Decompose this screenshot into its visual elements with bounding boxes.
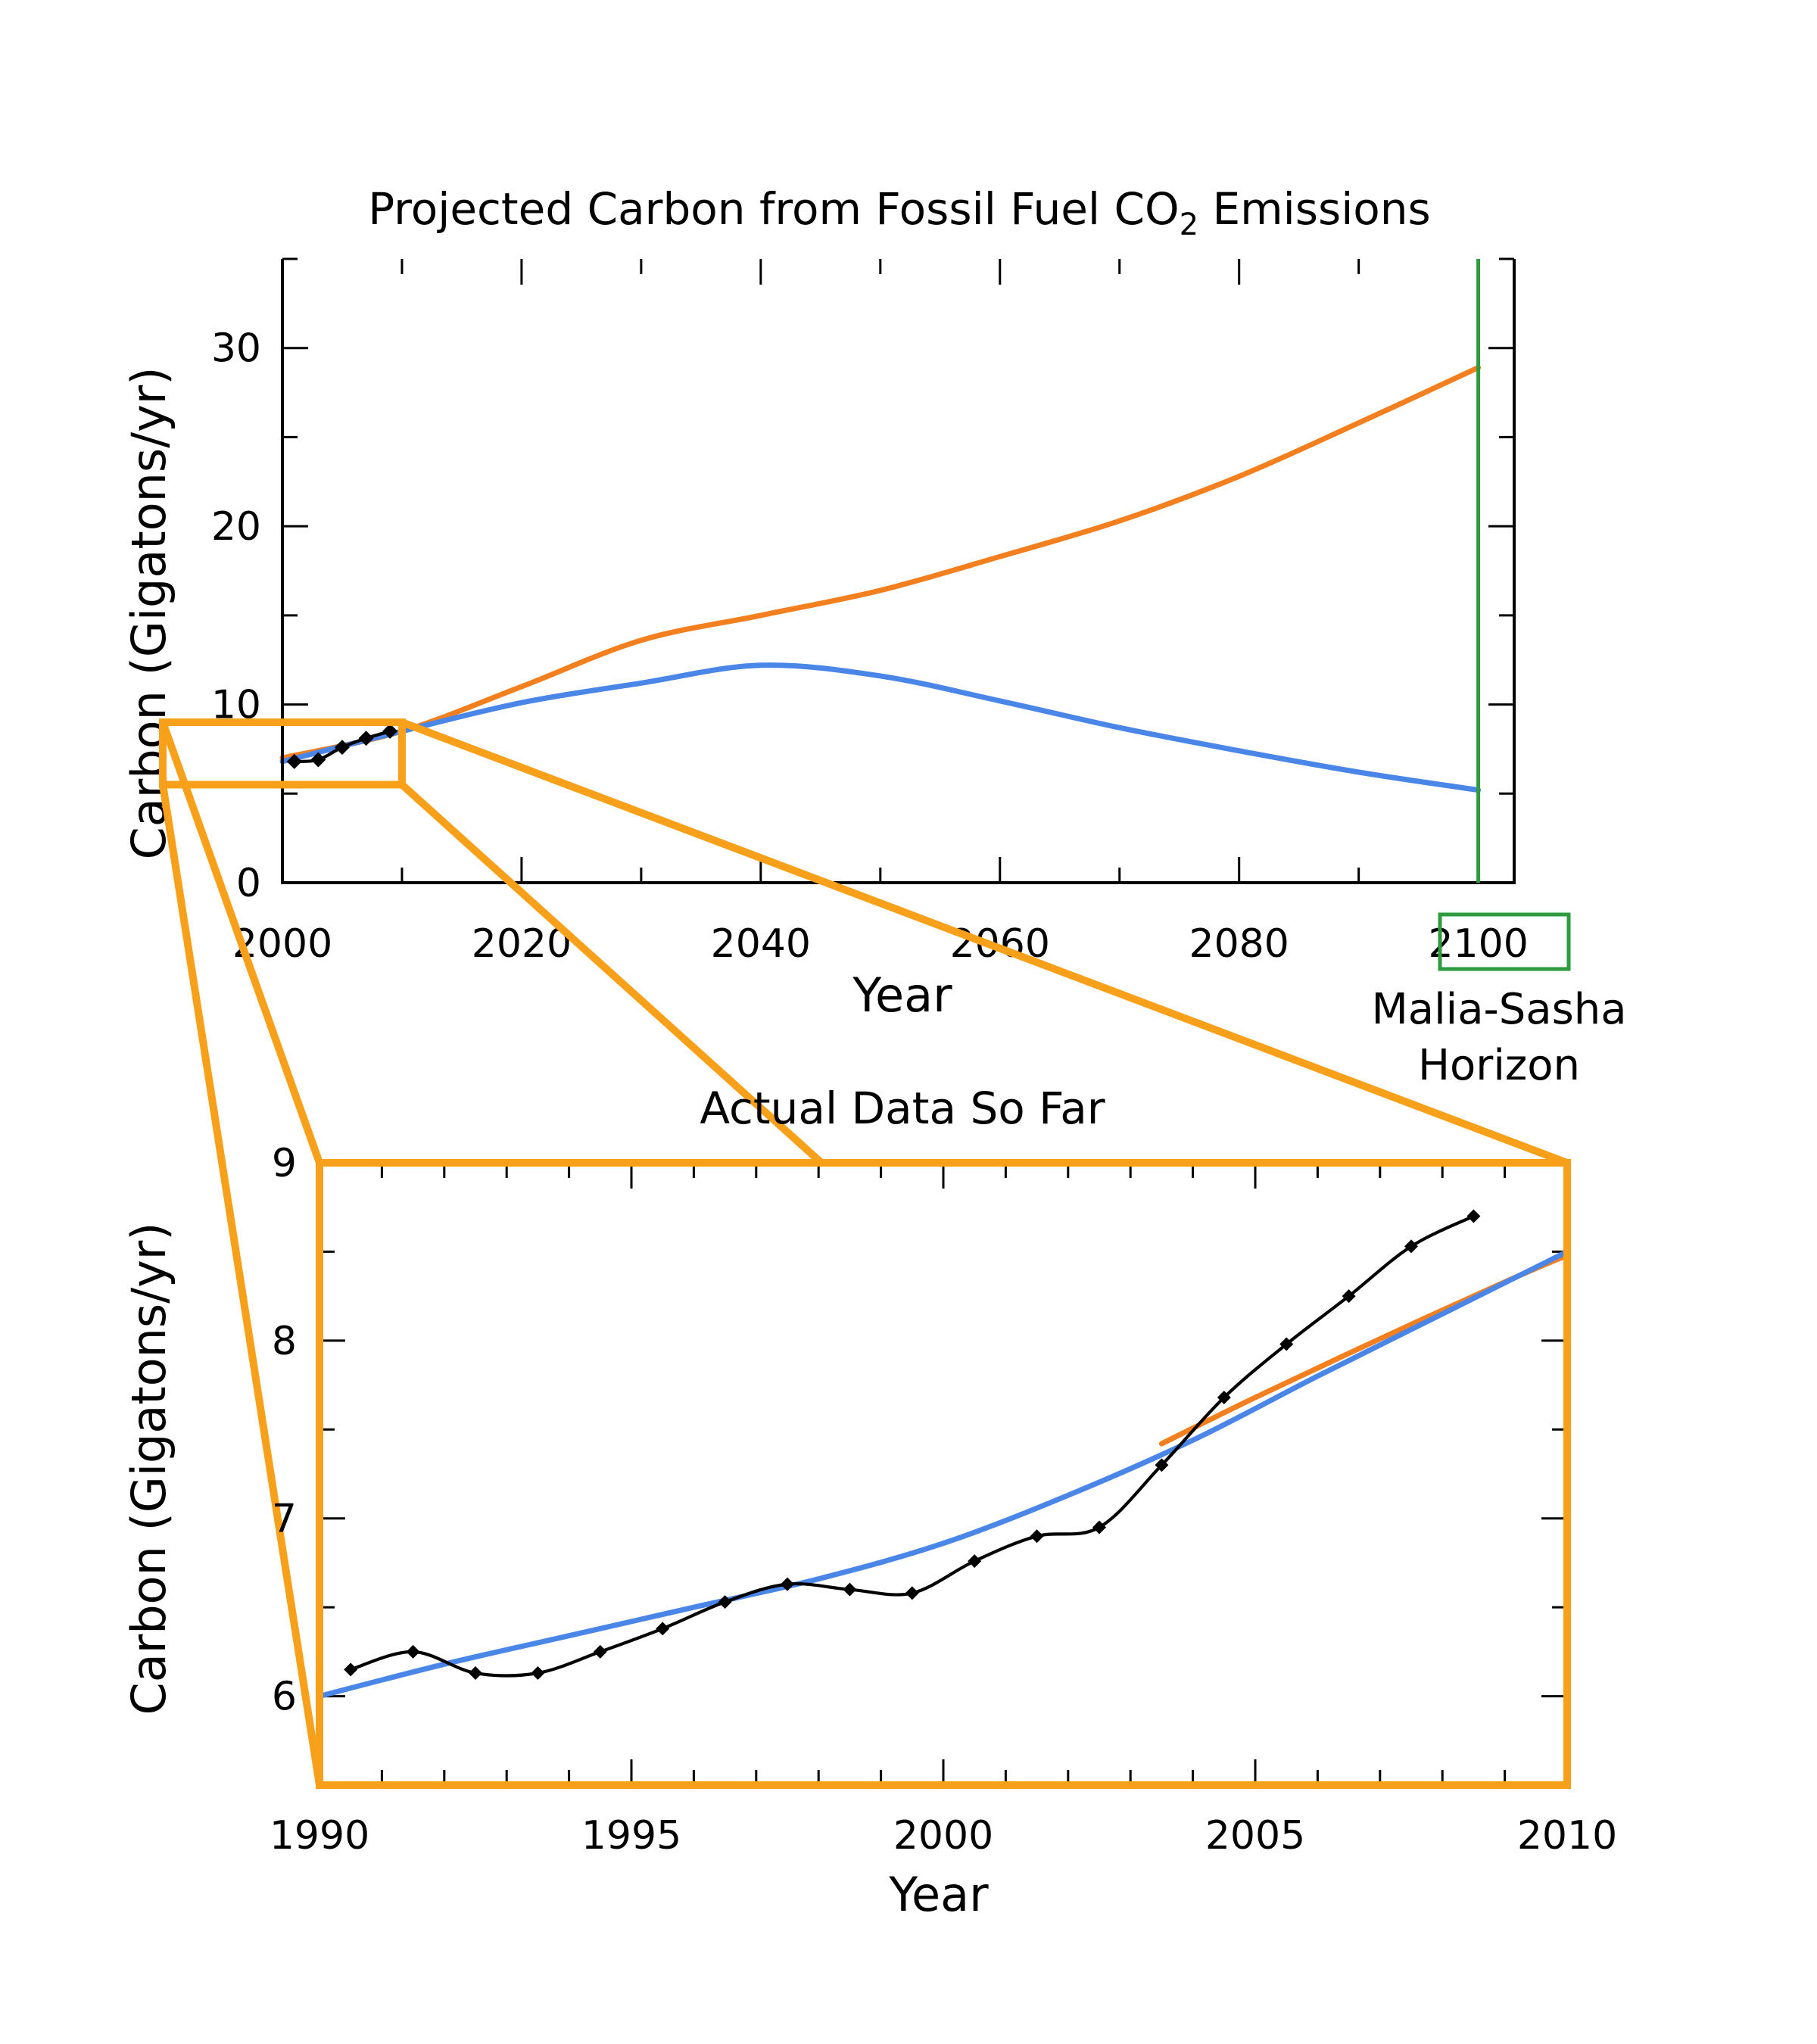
horizon-label-line-2: Horizon <box>1418 1041 1580 1090</box>
bottom-y-tick-label: 9 <box>272 1141 297 1186</box>
bottom-data-point <box>593 1644 607 1659</box>
top-series-1-line <box>279 662 1482 793</box>
bottom-chart-x-tick-labels: 1990 1995 2000 2005 2010 <box>270 1813 1617 1859</box>
top-chart-title: Projected Carbon from Fossil Fuel CO2 Em… <box>368 183 1431 242</box>
bottom-data-point <box>1092 1520 1106 1535</box>
bottom-data-point <box>1217 1391 1231 1405</box>
top-data-point <box>358 731 374 746</box>
top-data-point <box>334 740 350 756</box>
bottom-chart-x-axis-title: Year <box>888 1867 989 1922</box>
bottom-chart-title: Actual Data So Far <box>700 1083 1105 1134</box>
bottom-series-1-line <box>316 1248 1570 1700</box>
top-y-tick-label: 0 <box>236 861 261 906</box>
zoom-source-box <box>159 718 406 789</box>
bottom-x-tick-label: 1990 <box>270 1813 369 1859</box>
top-x-tick-label: 2080 <box>1189 921 1289 967</box>
top-chart: Projected Carbon from Fossil Fuel CO2 Em… <box>121 183 1627 1090</box>
horizon-year-box <box>1438 912 1571 971</box>
bottom-data-point <box>1466 1209 1481 1223</box>
horizon-label-line-1: Malia-Sasha <box>1371 985 1626 1034</box>
top-x-tick-label: 2100 <box>1428 921 1528 967</box>
bottom-y-tick-label: 8 <box>272 1319 297 1364</box>
top-data-point <box>310 752 326 768</box>
bottom-y-tick-label: 6 <box>272 1675 297 1720</box>
zoom-connector-line <box>159 784 323 1786</box>
top-chart-x-tick-labels: 2000 2020 2040 2060 2080 2100 <box>232 921 1529 967</box>
bottom-data-point <box>469 1666 482 1681</box>
bottom-chart-zoom-frame <box>316 1159 1571 1789</box>
zoom-connector-line <box>159 721 323 1164</box>
top-chart-axes-frame <box>281 259 1516 884</box>
bottom-x-tick-label: 2000 <box>893 1813 993 1859</box>
bottom-chart: Actual Data So Far 1990 1995 2000 2005 2010 … <box>121 1083 1617 1922</box>
bottom-data-point <box>344 1662 358 1677</box>
bottom-data-point <box>1279 1337 1294 1351</box>
bottom-data-point <box>968 1554 982 1569</box>
top-chart-series <box>279 365 1482 793</box>
top-x-tick-label: 2020 <box>472 921 572 967</box>
bottom-x-tick-label: 2005 <box>1205 1813 1305 1859</box>
top-y-tick-label: 20 <box>211 504 261 550</box>
top-y-tick-label: 30 <box>211 326 261 372</box>
bottom-data-point <box>781 1577 794 1591</box>
zoom-connector-line <box>399 781 824 1166</box>
bottom-data-point <box>718 1595 732 1609</box>
top-chart-y-axis-title: Carbon (Gigatons/yr) <box>121 367 176 860</box>
top-data-point <box>286 753 302 769</box>
zoom-connector-line <box>400 718 1569 1167</box>
bottom-chart-y-axis-title: Carbon (Gigatons/yr) <box>121 1223 176 1715</box>
bottom-data-point <box>406 1644 420 1659</box>
bottom-x-tick-label: 1995 <box>581 1813 681 1859</box>
top-chart-title-suffix: Emissions <box>1198 183 1431 235</box>
bottom-data-point <box>656 1622 670 1636</box>
bottom-y-tick-label: 7 <box>272 1497 297 1542</box>
bottom-data-point <box>843 1582 857 1597</box>
top-chart-title-main: Projected Carbon from Fossil Fuel CO <box>368 183 1179 235</box>
top-data-point <box>382 723 398 739</box>
top-chart-title-subscript: 2 <box>1180 207 1198 242</box>
bottom-data-point <box>1030 1529 1044 1544</box>
bottom-data-point <box>1155 1458 1169 1472</box>
zoom-connector <box>159 718 1569 1786</box>
bottom-data-point <box>1404 1239 1418 1254</box>
bottom-chart-y-tick-labels: 6 7 8 9 <box>272 1141 297 1720</box>
bottom-data-point <box>1342 1289 1356 1304</box>
top-x-tick-label: 2040 <box>711 921 811 967</box>
bottom-data-point <box>531 1666 545 1681</box>
bottom-chart-series <box>316 1209 1570 1700</box>
bottom-x-tick-label: 2010 <box>1517 1813 1617 1859</box>
bottom-data-point <box>905 1586 919 1600</box>
top-chart-x-axis-title: Year <box>852 967 952 1023</box>
top-series-0-line <box>279 365 1482 761</box>
